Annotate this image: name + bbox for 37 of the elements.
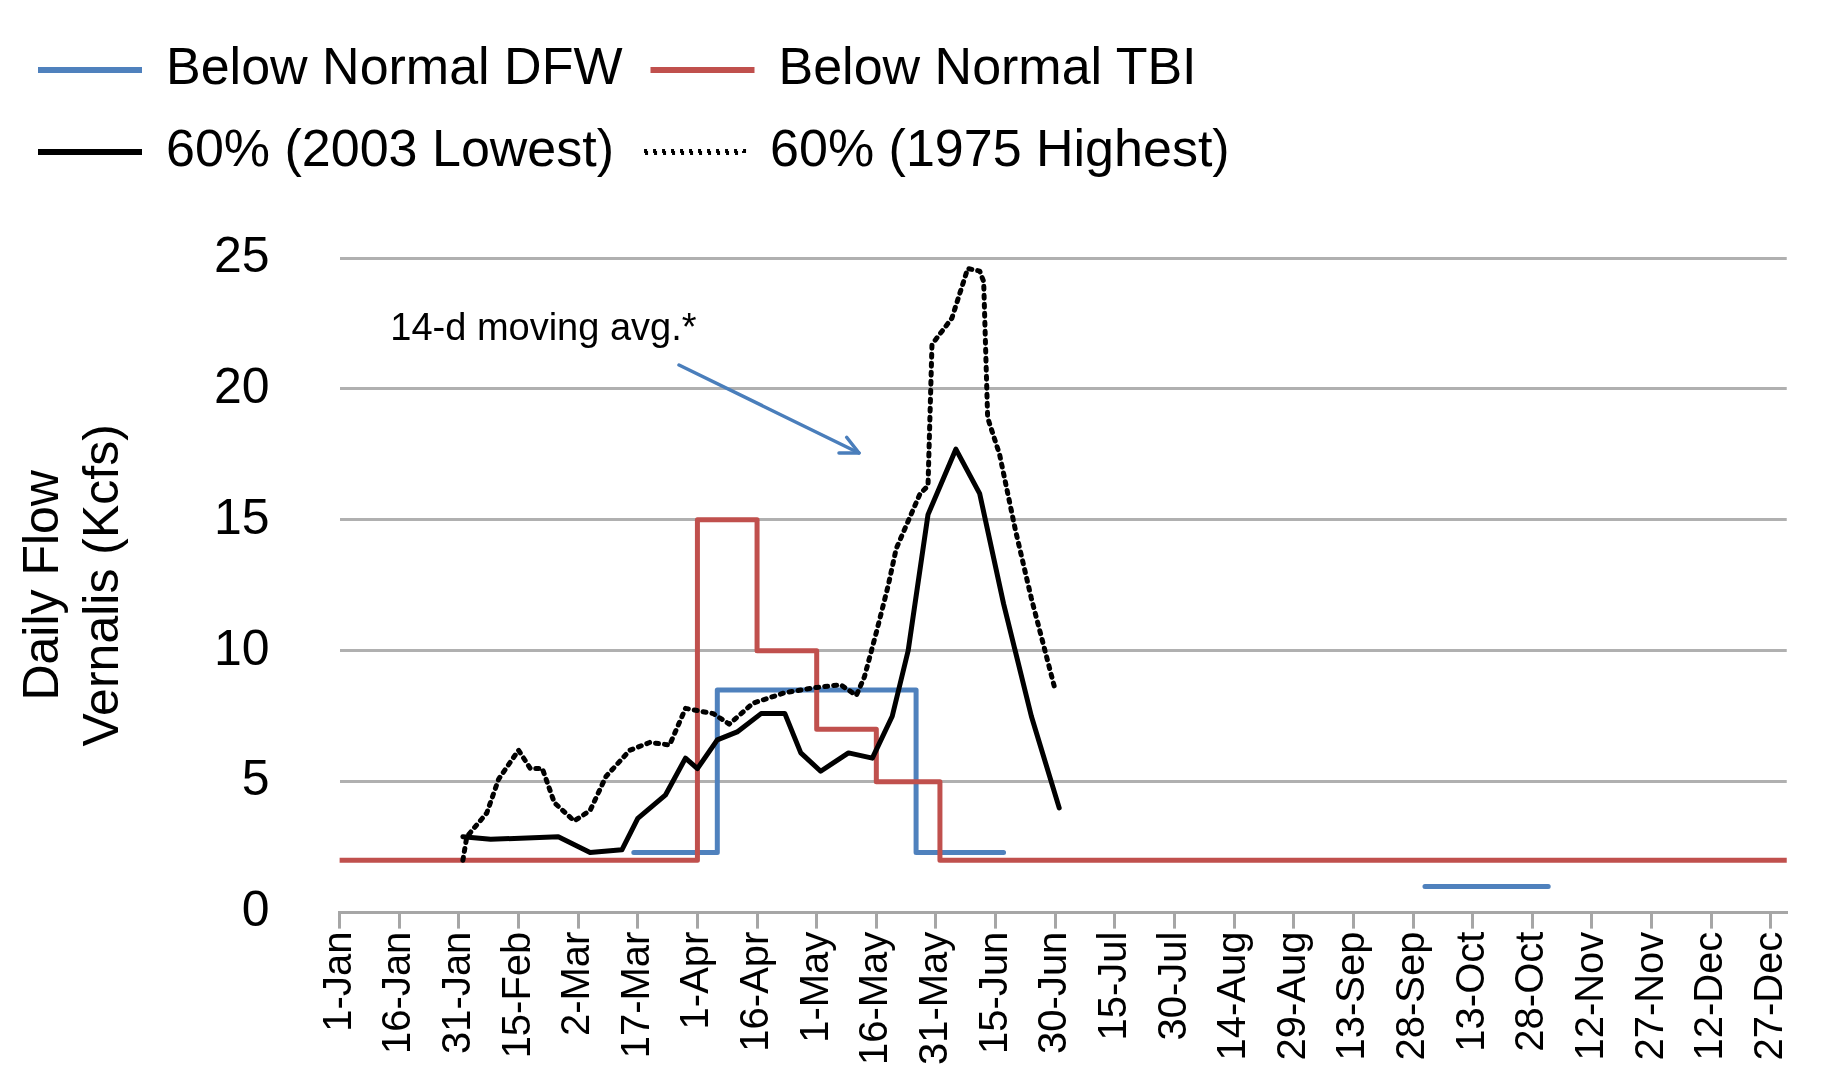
annotation: 14-d moving avg.* [390, 306, 697, 349]
y-tick-label: 15 [213, 488, 270, 545]
x-tick-label: 27-Nov [1626, 931, 1671, 1061]
legend-label: Below Normal TBI [778, 37, 1197, 96]
x-tick-label: 13-Sep [1328, 931, 1373, 1061]
y-tick-label: 10 [213, 619, 270, 676]
y-tick-label: 0 [241, 881, 270, 938]
x-tick-label: 31-May [910, 931, 955, 1066]
x-tick-label: 16-Apr [732, 931, 777, 1052]
x-tick-label: 1-Apr [672, 931, 717, 1030]
x-tick-label: 14-Aug [1209, 931, 1254, 1061]
legend-label: 60% (2003 Lowest) [166, 119, 615, 178]
x-tick-label: 15-Jun [970, 931, 1015, 1054]
x-tick-label: 1-May [791, 931, 836, 1043]
y-tick-label: 20 [213, 357, 270, 414]
x-tick-label: 28-Sep [1388, 931, 1433, 1061]
x-tick-label: 12-Nov [1566, 931, 1611, 1061]
x-tick-label: 31-Jan [433, 931, 478, 1054]
x-tick-label: 1-Jan [314, 931, 359, 1032]
x-tick-label: 29-Aug [1268, 931, 1313, 1061]
x-tick-label: 15-Jul [1089, 931, 1134, 1041]
x-tick-label: 17-Mar [612, 931, 657, 1059]
x-tick-label: 2-Mar [553, 931, 598, 1037]
y-axis-title: Daily Flow Vernalis (Kcfs) [12, 424, 129, 747]
x-tick-label: 16-Jan [374, 931, 419, 1054]
x-tick-label: 16-May [851, 931, 896, 1066]
x-tick-label: 12-Dec [1686, 931, 1731, 1061]
x-tick-label: 27-Dec [1745, 931, 1790, 1061]
x-tick-label: 30-Jul [1149, 931, 1194, 1041]
y-tick-label: 25 [213, 226, 270, 283]
x-tick-label: 28-Oct [1507, 931, 1552, 1052]
y-tick-label: 5 [241, 750, 270, 807]
legend-label: 60% (1975 Highest) [770, 119, 1230, 178]
legend-label: Below Normal DFW [166, 37, 623, 96]
x-tick-label: 13-Oct [1447, 931, 1492, 1052]
x-tick-label: 15-Feb [493, 931, 538, 1059]
x-tick-label: 30-Jun [1030, 931, 1075, 1054]
